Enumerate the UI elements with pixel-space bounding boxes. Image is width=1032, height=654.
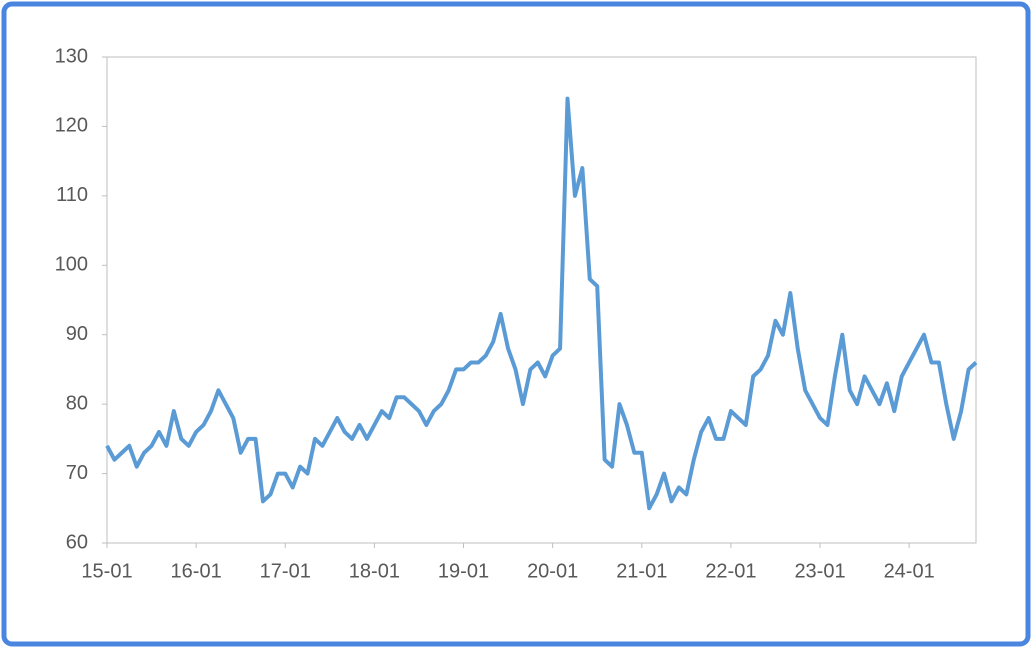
- x-tick-label: 23-01: [794, 560, 845, 582]
- plot-area: [106, 56, 977, 544]
- line-series: [105, 96, 978, 511]
- x-tick-label: 19-01: [438, 560, 489, 582]
- y-tick-label: 70: [66, 462, 88, 484]
- x-tick-label: 20-01: [527, 560, 578, 582]
- x-tick-label: 18-01: [349, 560, 400, 582]
- y-tick-label: 80: [66, 392, 88, 414]
- x-tick-label: 21-01: [616, 560, 667, 582]
- x-tick-label: 15-01: [81, 560, 132, 582]
- x-tick-label: 24-01: [884, 560, 935, 582]
- x-tick-label: 22-01: [705, 560, 756, 582]
- x-tick-label: 16-01: [171, 560, 222, 582]
- y-tick-label: 100: [55, 254, 88, 276]
- y-tick-label: 60: [66, 531, 88, 553]
- y-tick-label: 110: [56, 184, 88, 206]
- y-tick-label: 90: [66, 323, 88, 345]
- y-tick-label: 120: [55, 115, 88, 137]
- x-tick-label: 17-01: [260, 560, 311, 582]
- y-tick-label: 130: [55, 45, 88, 67]
